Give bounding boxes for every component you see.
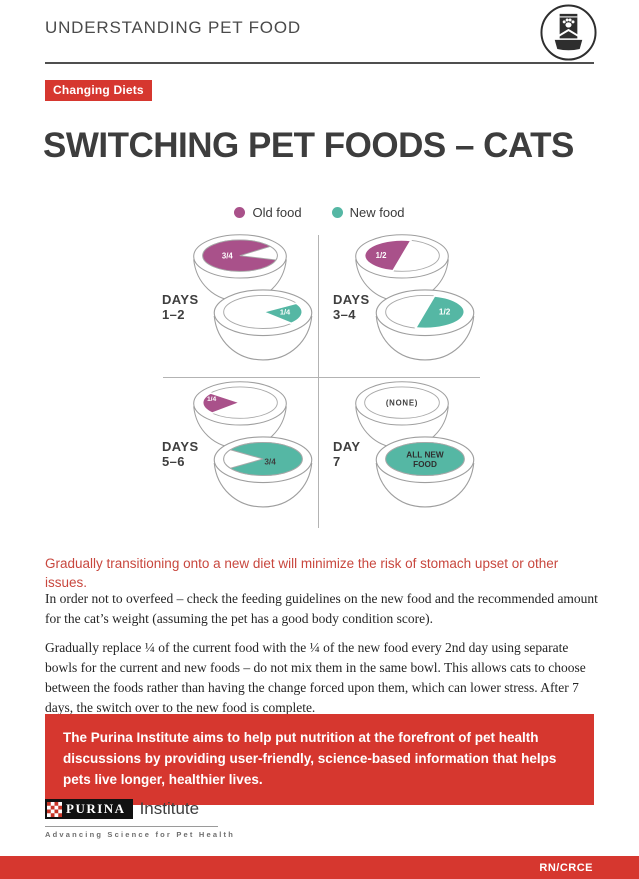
quadrant-day-7: (NONE) ALL NEW FOOD DAY 7 <box>322 378 480 524</box>
legend: Old food New food <box>0 205 639 220</box>
legend-label-new: New food <box>349 205 405 220</box>
purina-institute-callout: The Purina Institute aims to help put nu… <box>45 714 594 805</box>
day-label: DAYS 1–2 <box>162 292 199 322</box>
footer-bar: RN/CRCE <box>0 856 639 879</box>
diagram-horizontal-divider <box>163 377 480 378</box>
purina-logo-box: PURINA <box>45 799 133 819</box>
svg-text:3/4: 3/4 <box>264 457 276 466</box>
legend-item-old-food: Old food <box>234 205 302 220</box>
purina-institute-logo: PURINA Institute Advancing Science for P… <box>45 799 235 839</box>
header-divider <box>45 62 594 64</box>
highlight-sentence: Gradually transitioning onto a new diet … <box>45 556 559 590</box>
day-label: DAYS 3–4 <box>333 292 370 322</box>
paragraph-1: In order not to overfeed – check the fee… <box>45 591 598 626</box>
quadrant-days-5-6: 1/4 3/4 DAYS 5–6 <box>160 378 318 524</box>
svg-text:3/4: 3/4 <box>222 252 234 261</box>
svg-text:1/2: 1/2 <box>439 307 451 316</box>
svg-text:ALL NEW: ALL NEW <box>406 450 444 459</box>
logo-tagline: Advancing Science for Pet Health <box>45 830 236 839</box>
bowl: 1/2 <box>346 231 458 320</box>
svg-text:FOOD: FOOD <box>413 460 437 469</box>
bowl: ALL NEW FOOD <box>366 433 484 526</box>
svg-text:(NONE): (NONE) <box>386 399 418 408</box>
new-food-dot-icon <box>331 207 343 218</box>
bowl: 1/2 <box>366 286 484 379</box>
svg-text:1/4: 1/4 <box>207 396 217 403</box>
old-food-dot-icon <box>234 207 246 218</box>
bowl: 1/4 <box>204 286 322 379</box>
quadrant-days-1-2: 3/4 1/4 DAYS 1–2 <box>160 231 318 377</box>
section-badge: Changing Diets <box>45 80 152 101</box>
day-label: DAY 7 <box>333 439 361 469</box>
bowl: 3/4 <box>204 433 322 526</box>
transition-diagram: 3/4 1/4 DAYS 1–2 1/2 1/2 DAYS 3–4 1/4 3/4 … <box>160 228 482 528</box>
purina-wordmark: PURINA <box>66 801 126 816</box>
paragraph-2: Gradually replace ¼ of the current food … <box>45 639 586 715</box>
pet-food-bag-bowl-icon <box>539 3 598 62</box>
quadrant-days-3-4: 1/2 1/2 DAYS 3–4 <box>322 231 480 377</box>
institute-wordmark: Institute <box>139 799 200 818</box>
day-label: DAYS 5–6 <box>162 439 199 469</box>
checkerboard-icon <box>47 801 62 817</box>
bowl: (NONE) <box>346 378 458 467</box>
diagram-vertical-divider <box>318 235 319 528</box>
logo-divider <box>45 826 218 827</box>
svg-text:1/2: 1/2 <box>376 251 388 260</box>
svg-text:1/4: 1/4 <box>280 307 291 316</box>
legend-label-old: Old food <box>252 205 302 220</box>
footer-code: RN/CRCE <box>539 861 593 874</box>
page-header-title: UNDERSTANDING PET FOOD <box>45 18 301 37</box>
legend-item-new-food: New food <box>331 205 405 220</box>
page-title: SWITCHING PET FOODS – CATS <box>43 126 574 165</box>
